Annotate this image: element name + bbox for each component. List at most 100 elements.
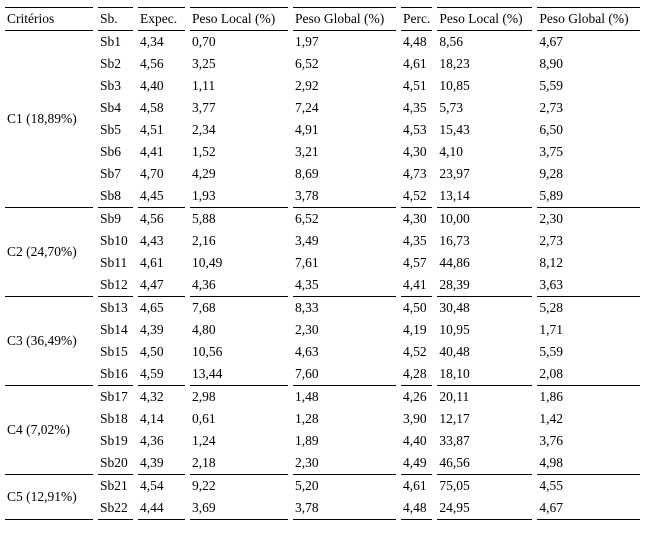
table-row: Sb7 4,70 4,29 8,69 4,73 23,97 9,28: [5, 163, 640, 185]
data-cell: Sb12: [98, 274, 133, 297]
data-cell: 3,21: [295, 144, 319, 159]
data-cell: 2,34: [192, 122, 216, 137]
data-cell: 2,08: [537, 363, 641, 386]
data-cell: 3,76: [539, 433, 563, 448]
data-cell: Sb14: [100, 322, 128, 337]
data-cell: 4,65: [140, 300, 164, 315]
data-cell: 4,61: [403, 478, 427, 493]
header-expec: Expec.: [138, 7, 185, 31]
data-cell: 3,78: [293, 497, 396, 520]
table-row: Sb22 4,44 3,69 3,78 4,48 24,95 4,67: [5, 497, 641, 520]
data-cell: 4,61: [403, 56, 427, 71]
table-row: Sb16 4,59 13,44 7,60 4,28 18,10 2,08: [5, 363, 641, 386]
data-cell: 4,59: [138, 363, 185, 386]
data-cell: 3,78: [293, 185, 396, 208]
header-perc: Perc.: [401, 7, 433, 31]
data-cell: 4,35: [403, 100, 427, 115]
data-cell: 75,05: [439, 478, 470, 493]
data-cell: 4,35: [403, 233, 427, 248]
data-cell: 4,39: [140, 322, 164, 337]
data-cell: Sb3: [100, 78, 122, 93]
criterio-cell: C5 (12,91%): [5, 475, 93, 520]
data-cell: Sb18: [100, 411, 128, 426]
data-cell: 1,52: [192, 144, 216, 159]
table-row: Sb8 4,45 1,93 3,78 4,52 13,14 5,89: [5, 185, 641, 208]
data-cell: 18,23: [439, 56, 470, 71]
data-cell: 4,50: [403, 300, 427, 315]
table-row: Sb20 4,39 2,18 2,30 4,49 46,56 4,98: [5, 452, 641, 475]
table-row: Sb4 4,58 3,77 7,24 4,35 5,73 2,73: [5, 97, 640, 119]
table-row: Sb2 4,56 3,25 6,52 4,61 18,23 8,90: [5, 53, 640, 75]
data-cell: 4,28: [401, 363, 433, 386]
data-cell: 1,48: [295, 389, 319, 404]
data-cell: 4,45: [138, 185, 185, 208]
data-cell: 5,88: [192, 211, 216, 226]
data-cell: 4,52: [401, 185, 433, 208]
data-cell: 7,61: [295, 255, 319, 270]
data-cell: 4,57: [403, 255, 427, 270]
data-cell: 4,30: [403, 211, 427, 226]
data-cell: 4,51: [403, 78, 427, 93]
data-cell: Sb1: [100, 34, 122, 49]
table-row: Sb15 4,50 10,56 4,63 4,52 40,48 5,59: [5, 341, 640, 363]
data-cell: Sb11: [100, 255, 128, 270]
data-cell: 1,71: [539, 322, 563, 337]
data-cell: Sb22: [98, 497, 133, 520]
table-row: Sb3 4,40 1,11 2,92 4,51 10,85 5,59: [5, 75, 640, 97]
table-row: Sb18 4,14 0,61 1,28 3,90 12,17 1,42: [5, 408, 640, 430]
data-cell: 4,30: [403, 144, 427, 159]
data-cell: 9,22: [192, 478, 216, 493]
data-cell: 1,89: [295, 433, 319, 448]
criterio-cell: C4 (7,02%): [5, 386, 93, 475]
data-cell: 4,40: [403, 433, 427, 448]
table-row: Sb5 4,51 2,34 4,91 4,53 15,43 6,50: [5, 119, 640, 141]
criterio-cell: C1 (18,89%): [5, 31, 93, 208]
data-cell: 3,63: [537, 274, 641, 297]
data-cell: 4,98: [537, 452, 641, 475]
data-cell: Sb10: [100, 233, 128, 248]
data-cell: 4,58: [140, 100, 164, 115]
data-cell: 4,43: [140, 233, 164, 248]
data-cell: 3,69: [190, 497, 288, 520]
table-row: C4 (7,02%) Sb17 4,32 2,98 1,48 4,26 20,11 1,86: [5, 386, 640, 475]
data-cell: 7,68: [192, 300, 216, 315]
data-cell: 3,77: [192, 100, 216, 115]
data-cell: 4,56: [140, 211, 164, 226]
data-cell: 4,73: [403, 166, 427, 181]
data-cell: 0,61: [192, 411, 216, 426]
data-cell: 9,28: [539, 166, 563, 181]
data-cell: 8,56: [439, 34, 463, 49]
data-cell: 4,48: [403, 34, 427, 49]
data-cell: 1,28: [295, 411, 319, 426]
data-cell: 4,50: [140, 344, 164, 359]
data-cell: 40,48: [439, 344, 470, 359]
data-cell: 2,92: [295, 78, 319, 93]
data-cell: 4,53: [403, 122, 427, 137]
data-cell: 8,69: [295, 166, 319, 181]
data-cell: 5,59: [539, 78, 563, 93]
data-cell: 0,70: [192, 34, 216, 49]
data-cell: 7,60: [293, 363, 396, 386]
header-sb: Sb.: [98, 7, 133, 31]
data-cell: Sb17: [100, 389, 128, 404]
data-cell: 1,93: [190, 185, 288, 208]
data-cell: Sb5: [100, 122, 122, 137]
data-cell: Sb20: [98, 452, 133, 475]
header-peso-local-1: Peso Local (%): [190, 7, 288, 31]
data-cell: 6,50: [539, 122, 563, 137]
data-cell: 2,18: [190, 452, 288, 475]
data-cell: 2,73: [539, 233, 563, 248]
data-cell: 5,89: [537, 185, 641, 208]
data-cell: 4,36: [190, 274, 288, 297]
data-cell: 6,52: [295, 211, 319, 226]
data-cell: 33,87: [439, 433, 470, 448]
table-row: Sb12 4,47 4,36 4,35 4,41 28,39 3,63: [5, 274, 641, 297]
data-cell: 4,34: [140, 34, 164, 49]
data-cell: 4,39: [138, 452, 185, 475]
data-cell: 4,80: [192, 322, 216, 337]
table-header: Critérios Sb. Expec. Peso Local (%) Peso…: [5, 7, 641, 31]
data-cell: 5,73: [439, 100, 463, 115]
table-row: Sb19 4,36 1,24 1,89 4,40 33,87 3,76: [5, 430, 640, 452]
data-cell: 23,97: [439, 166, 470, 181]
data-cell: 4,49: [401, 452, 433, 475]
